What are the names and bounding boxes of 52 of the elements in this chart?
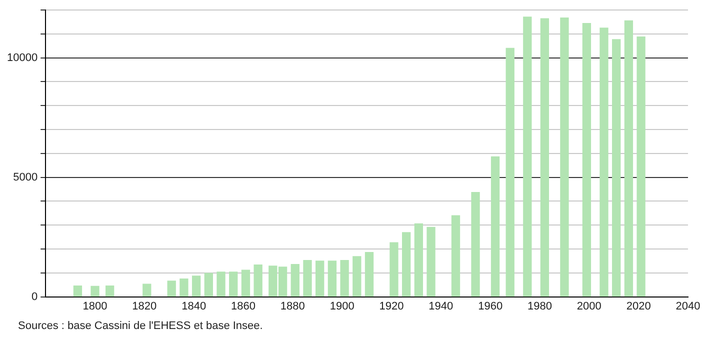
bar xyxy=(180,278,188,297)
bar xyxy=(316,260,324,297)
bar xyxy=(414,223,424,297)
bar xyxy=(560,18,569,297)
bar xyxy=(73,285,82,297)
bar xyxy=(90,286,100,297)
bar xyxy=(523,16,532,297)
x-tick-label: 2040 xyxy=(676,300,700,312)
bar xyxy=(612,39,621,297)
bar xyxy=(352,256,362,297)
bar xyxy=(426,226,436,297)
x-tick-label: 2020 xyxy=(626,300,651,312)
bar xyxy=(328,260,337,297)
bar xyxy=(402,232,411,297)
bar xyxy=(582,23,592,297)
bar xyxy=(142,284,152,297)
y-tick-label: 5000 xyxy=(13,171,38,184)
x-tick-label: 1900 xyxy=(330,300,354,312)
bar xyxy=(390,242,398,297)
x-tick-label: 1880 xyxy=(280,300,305,312)
source-note: Sources : base Cassini de l'EHESS et base Insee. xyxy=(18,320,263,332)
bar xyxy=(340,260,349,297)
bar xyxy=(241,270,250,297)
x-tick-label: 1820 xyxy=(132,300,157,312)
y-tick-label: 10000 xyxy=(6,52,38,64)
bar xyxy=(303,260,312,297)
bar xyxy=(254,264,262,297)
bar xyxy=(540,18,550,297)
bar xyxy=(229,272,238,297)
x-tick-label: 1840 xyxy=(182,300,206,312)
bar xyxy=(290,264,300,297)
x-tick-label: 1800 xyxy=(82,300,108,312)
bar xyxy=(451,215,460,297)
bar xyxy=(364,252,374,297)
x-tick-label: 1860 xyxy=(231,300,256,312)
x-tick-label: 1980 xyxy=(528,300,552,312)
y-tick-label: 0 xyxy=(31,290,38,303)
bar xyxy=(167,280,176,297)
bar xyxy=(471,192,480,297)
bar xyxy=(204,272,213,297)
bar xyxy=(106,285,114,297)
x-tick-label: 2000 xyxy=(576,300,602,312)
bar xyxy=(192,276,201,297)
bar xyxy=(636,36,646,297)
x-tick-label: 1920 xyxy=(379,300,404,312)
bar xyxy=(600,28,608,297)
bar xyxy=(216,272,226,297)
bar xyxy=(624,20,634,297)
x-tick-label: 1940 xyxy=(428,300,454,312)
bar xyxy=(490,156,500,297)
bar xyxy=(506,48,514,297)
x-tick-label: 1960 xyxy=(478,300,503,312)
